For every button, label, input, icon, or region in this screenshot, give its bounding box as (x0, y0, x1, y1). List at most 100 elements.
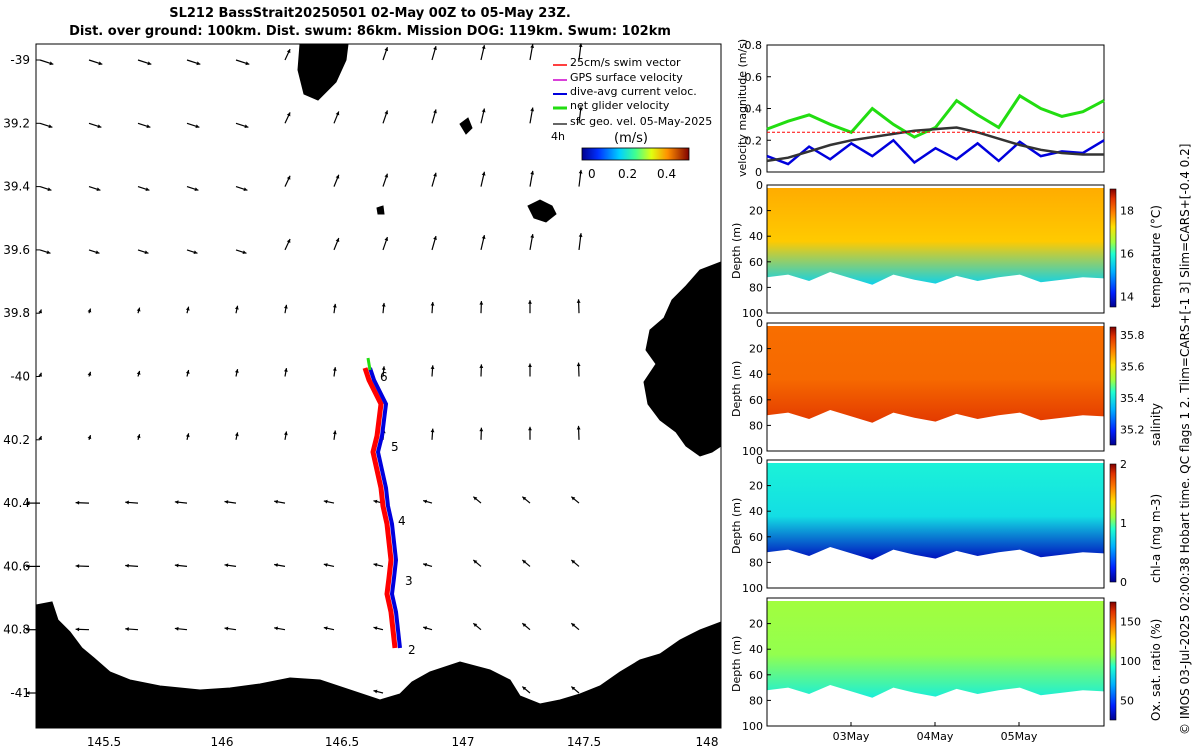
surface-velocity-arrowhead (97, 124, 102, 129)
oxygen-y-tick-label: 60 (749, 669, 763, 682)
surface-velocity-arrowhead (196, 61, 201, 66)
map-y-tick-label: 40.2 (3, 433, 30, 447)
temperature-section-fill (767, 188, 1104, 285)
speed-colorbar-tick-1: 0.2 (618, 167, 637, 181)
surface-velocity-arrowhead (384, 47, 389, 52)
surface-velocity-arrowhead (473, 686, 478, 691)
surface-velocity-arrowhead (578, 43, 583, 48)
surface-velocity-arrowhead (433, 46, 437, 51)
surface-velocity-arrowhead (174, 500, 179, 505)
surface-velocity-arrowhead (530, 170, 535, 175)
surface-velocity-arrowhead (185, 369, 190, 374)
velocity-series (766, 93, 1105, 166)
surface-velocity-arrowhead (136, 434, 141, 439)
surface-velocity-arrowhead (274, 563, 278, 567)
surface-velocity-arrowhead (234, 432, 239, 437)
oxygen-colorbar-label: Ox. sat. ratio (%) (1149, 619, 1163, 721)
surface-velocity-arrowhead (323, 626, 328, 631)
salinity-y-tick-label: 0 (756, 317, 763, 330)
oxygen-y-tick-label: 80 (749, 694, 763, 707)
surface-velocity-arrowhead (373, 499, 378, 504)
surface-velocity-arrowhead (26, 501, 30, 506)
temperature-y-tick-label: 40 (749, 230, 763, 243)
surface-velocity-arrowhead (332, 367, 337, 371)
surface-velocity-arrowhead (530, 234, 535, 238)
salinity-y-tick-label: 100 (742, 445, 763, 458)
surface-velocity-arrowhead (26, 627, 30, 632)
surface-velocity-arrowhead (530, 107, 535, 112)
salinity-y-tick-label: 60 (749, 394, 763, 407)
surface-velocity-arrowhead (335, 174, 340, 179)
chl-a-y-tick-label: 20 (749, 480, 763, 493)
track-label-3: 3 (405, 574, 413, 588)
legend-gps-label: GPS surface velocity (570, 71, 683, 84)
surface-velocity-arrowhead (145, 187, 150, 192)
surface-velocity-arrowhead (522, 559, 527, 564)
surface-velocity-arrowhead (522, 496, 527, 501)
salinity-y-tick-label: 20 (749, 343, 763, 356)
temperature-colorbar-tick: 18 (1120, 204, 1134, 217)
map-title-line-2: Dist. over ground: 100km. Dist. swum: 86… (69, 24, 671, 39)
surface-velocity-arrowhead (26, 691, 30, 695)
small-island (376, 205, 385, 215)
velocity-magnitude-chart[interactable]: 0 0.2 0.4 0.6 0.8 velocity magnitude (m/s) (700, 35, 1120, 185)
oxygen-panel: 20 40 60 80 100 Depth (m) 150 100 50 Ox. sat. rat… (730, 597, 1163, 743)
track-net-velocity (366, 357, 372, 371)
map-y-tick-label: 39.8 (3, 306, 30, 320)
surface-velocity-arrowhead (578, 106, 583, 111)
map-latitude-ticks: -39 39.2 39.4 39.6 39.8 -40 40.2 40.4 40.6 40.8 -4… (3, 53, 40, 700)
velocity-y-tick-label: 0.8 (745, 39, 763, 52)
surface-velocity-arrowhead (96, 187, 101, 192)
surface-velocity-arrowhead (38, 309, 42, 314)
surface-velocity-arrowhead (571, 623, 576, 627)
map-x-tick-label: 147.5 (567, 735, 601, 749)
chl-a-colorbar (1109, 463, 1117, 583)
glider-track-map[interactable]: 145.5 146 146.5 147 147.5 148 -39 39.2 39.4 39.6… (0, 0, 740, 750)
surface-velocity-arrowhead (473, 623, 478, 627)
surface-velocity-arrowhead (49, 61, 54, 66)
velocity-y-tick-label: 0.6 (745, 71, 763, 84)
surface-velocity-arrowhead (283, 368, 288, 372)
map-y-tick-label: 40.6 (3, 559, 30, 573)
surface-velocity-arrowhead (48, 124, 53, 129)
surface-velocity-arrowhead (479, 427, 484, 432)
surface-velocity-arrowhead (430, 365, 435, 369)
salinity-y-label: Depth (m) (730, 361, 743, 417)
surface-velocity-arrowhead (75, 500, 80, 505)
surface-velocity-arrowhead (274, 689, 278, 694)
surface-velocity-arrowhead (576, 362, 581, 367)
surface-velocity-arrowhead (286, 175, 291, 180)
surface-velocity-arrowhead (430, 428, 435, 433)
surface-velocity-arrowhead (473, 496, 478, 501)
surface-velocity-arrowhead (75, 627, 80, 632)
surface-velocity-arrowhead (274, 499, 278, 504)
surface-velocity-arrowhead (136, 370, 141, 375)
surface-velocity-arrowhead (26, 564, 30, 569)
track-dive-avg-vectors (368, 367, 402, 649)
tasmania-landmass (36, 601, 721, 728)
oxygen-colorbar-tick: 50 (1120, 694, 1134, 707)
legend-dive-avg-label: dive-avg current veloc. (570, 85, 697, 98)
track-label-4: 4 (398, 514, 406, 528)
surface-velocity-arrowhead (335, 48, 340, 53)
salinity-panel: 0 20 40 60 80 100 Depth (m) 35.8 35.6 35.4 35.2 sal… (730, 317, 1163, 458)
oxygen-y-label: Depth (m) (730, 636, 743, 692)
surface-velocity-arrowhead (332, 430, 337, 435)
surface-velocity-arrowhead (136, 307, 141, 312)
track-label-5: 5 (391, 440, 399, 454)
temperature-y-tick-label: 60 (749, 256, 763, 269)
chl-a-section-fill (767, 463, 1104, 560)
velocity-y-tick-label: 0.4 (745, 103, 763, 116)
salinity-colorbar-tick: 35.4 (1120, 392, 1145, 405)
surface-velocity-arrowhead (473, 559, 478, 564)
temperature-colorbar (1109, 188, 1117, 308)
oxygen-y-tick-label: 40 (749, 643, 763, 656)
oxygen-colorbar-tick: 150 (1120, 616, 1141, 629)
chl-a-colorbar-tick: 2 (1120, 458, 1127, 471)
velocity-y-tick-label: 0.2 (745, 134, 763, 147)
map-y-tick-label: 40.8 (3, 623, 30, 637)
map-y-tick-label: 39.6 (3, 243, 30, 257)
temperature-colorbar-tick: 14 (1120, 290, 1134, 303)
surface-velocity-arrowhead (571, 559, 576, 564)
